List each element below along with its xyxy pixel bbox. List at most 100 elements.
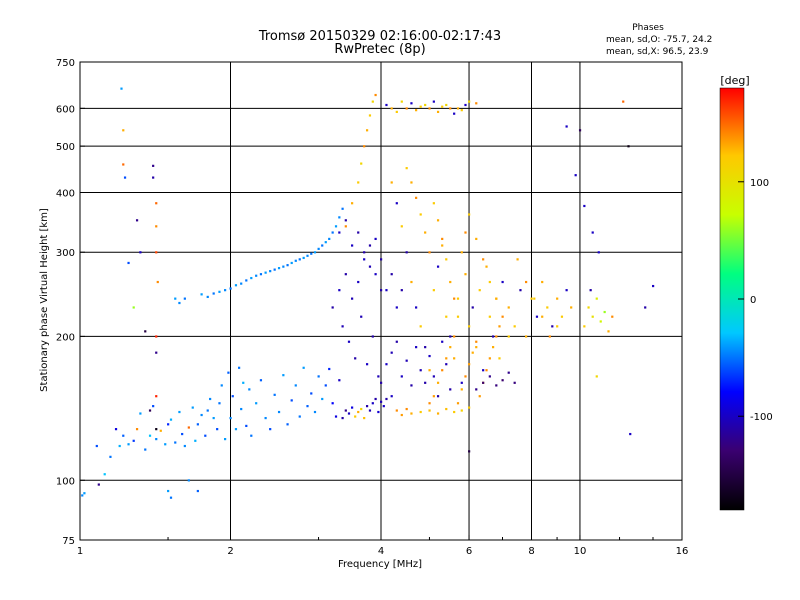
data-point	[242, 381, 245, 384]
data-point	[331, 231, 334, 234]
data-point	[139, 251, 142, 254]
data-point	[273, 268, 276, 271]
data-point	[468, 363, 471, 366]
data-point	[181, 432, 184, 436]
data-point	[488, 280, 491, 284]
data-point	[400, 225, 403, 228]
data-point	[445, 363, 448, 366]
data-point	[556, 297, 559, 300]
data-point	[525, 335, 528, 338]
data-point	[354, 415, 357, 418]
data-point	[156, 280, 159, 284]
data-point	[507, 371, 510, 374]
data-point	[445, 357, 448, 360]
data-point	[627, 145, 630, 148]
data-point	[196, 423, 199, 426]
data-point	[363, 416, 366, 420]
data-point	[334, 225, 338, 228]
data-point	[603, 310, 606, 314]
data-point	[328, 237, 331, 241]
data-point	[148, 409, 152, 412]
data-point	[240, 407, 243, 411]
data-point	[167, 423, 170, 426]
data-point	[152, 176, 155, 179]
data-point	[395, 202, 398, 205]
data-point	[432, 395, 435, 398]
x-tick-label: 16	[676, 546, 689, 557]
data-point	[250, 434, 253, 437]
data-point	[194, 439, 197, 442]
data-point	[169, 418, 173, 421]
data-point	[535, 315, 539, 318]
data-point	[351, 244, 354, 247]
data-point	[169, 496, 173, 499]
data-point	[183, 444, 186, 448]
x-tick-label: 10	[574, 546, 587, 557]
data-point	[174, 297, 177, 300]
data-point	[334, 415, 338, 418]
data-point	[410, 280, 413, 284]
data-point	[453, 112, 456, 115]
data-point	[306, 405, 309, 408]
data-point	[410, 412, 413, 415]
data-point	[118, 444, 121, 448]
data-point	[277, 267, 281, 270]
data-point	[428, 354, 431, 358]
x-axis-ticks: 1 2 4 6 8 10 16	[77, 535, 689, 557]
data-point	[114, 428, 118, 431]
data-point	[551, 325, 554, 328]
x-axis-label: Frequency [MHz]	[338, 559, 422, 570]
data-point	[248, 388, 251, 391]
chart-subtitle: RwPretec (8p)	[334, 42, 425, 57]
data-point	[460, 388, 463, 391]
data-point	[652, 284, 655, 288]
data-point	[578, 129, 582, 132]
data-point	[377, 375, 380, 378]
data-point	[317, 247, 320, 250]
data-point	[155, 225, 158, 228]
data-point	[354, 357, 357, 360]
data-point	[178, 410, 181, 414]
data-point	[482, 369, 485, 372]
data-point	[507, 306, 510, 309]
data-point	[365, 405, 369, 408]
data-point	[234, 428, 238, 431]
data-point	[357, 181, 360, 184]
data-point	[565, 289, 568, 292]
data-point	[607, 330, 610, 333]
data-point	[368, 244, 372, 247]
data-point	[644, 306, 647, 309]
y-axis-ticks: 75 100 200 300 400 500 600 750	[56, 58, 85, 547]
data-point	[306, 254, 309, 257]
data-point	[441, 369, 444, 372]
data-point	[371, 335, 374, 338]
data-point	[400, 375, 403, 378]
data-point	[491, 335, 495, 338]
data-point	[97, 483, 100, 486]
data-point	[277, 410, 281, 414]
colorbar-tick-label: 0	[750, 295, 756, 306]
data-point	[380, 381, 383, 384]
y-tick-label: 400	[56, 188, 75, 199]
data-point	[374, 237, 377, 241]
data-point	[220, 384, 223, 387]
data-point	[250, 276, 253, 280]
data-point	[415, 306, 418, 309]
data-point	[468, 406, 471, 409]
data-point	[155, 202, 158, 205]
colorbar-tick-label: -100	[750, 412, 773, 423]
data-point	[445, 258, 448, 261]
data-point	[155, 351, 158, 354]
data-point	[570, 306, 573, 309]
data-point	[591, 315, 594, 318]
data-point	[95, 444, 98, 448]
data-point	[191, 406, 194, 409]
data-point	[344, 225, 347, 228]
data-point	[419, 369, 422, 372]
colorbar-tick-label: 100	[750, 178, 769, 189]
y-tick-label: 75	[62, 536, 75, 547]
data-point	[485, 369, 488, 372]
data-point	[441, 237, 444, 241]
data-point	[310, 252, 313, 255]
